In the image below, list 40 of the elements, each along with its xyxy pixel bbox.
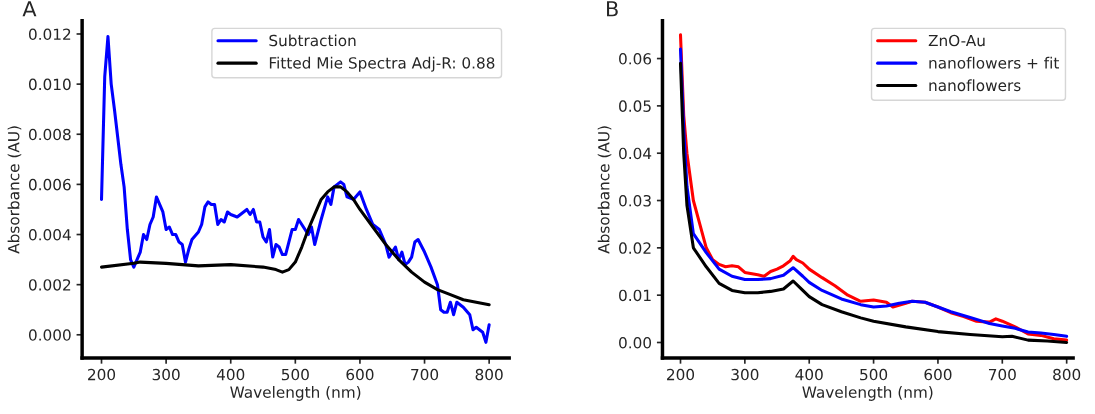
x-tick-label: 600: [924, 368, 952, 381]
x-tick-label: 600: [346, 368, 374, 381]
y-tick-label: 0.02: [619, 242, 651, 254]
y-tick-label: 0.012: [28, 28, 71, 41]
x-tick-label: 300: [152, 368, 180, 381]
x-tick-label: 700: [411, 368, 439, 381]
x-tick-label: 400: [795, 368, 823, 381]
text: A: [22, 1, 37, 17]
x-axis-title: Wavelength (nm): [802, 386, 933, 401]
legend-label: ZnO-Au: [928, 34, 985, 47]
y-tick-label: 0.000: [28, 329, 71, 341]
y-tick-label: 0.008: [28, 128, 71, 141]
line-series: [99, 185, 491, 307]
legend-label: Fitted Mie Spectra Adj-R: 0.88: [269, 56, 495, 72]
x-tick-label: 200: [88, 368, 116, 381]
x-axis-title: Wavelength (nm): [230, 386, 361, 401]
y-axis-title: Absorbance (AU): [597, 126, 612, 254]
x-tick-label: 500: [281, 368, 309, 381]
y-tick-label: 0.002: [28, 279, 71, 291]
x-tick-label: 800: [1053, 368, 1081, 381]
y-tick-label: 0.00: [619, 336, 652, 349]
x-tick-label: 800: [475, 368, 503, 381]
y-axis-title: Absorbance (AU): [7, 126, 22, 254]
legend-label: Subtraction: [269, 34, 356, 47]
y-tick-label: 0.05: [619, 100, 651, 112]
text: B: [607, 1, 618, 17]
y-tick-label: 0.06: [619, 53, 652, 65]
legend-label: nanoflowers + fit: [929, 56, 1059, 69]
y-tick-label: 0.03: [619, 194, 651, 207]
x-tick-label: 500: [860, 368, 888, 381]
x-tick-label: 700: [988, 368, 1016, 381]
legend-label: nanoflowers: [929, 79, 1021, 92]
y-tick-label: 0.010: [28, 78, 71, 91]
y-tick-label: 0.004: [28, 228, 71, 241]
x-tick-label: 400: [216, 368, 245, 381]
y-tick-label: 0.04: [619, 147, 652, 160]
x-tick-label: 200: [667, 368, 695, 381]
y-tick-label: 0.01: [619, 289, 651, 302]
x-tick-label: 300: [731, 368, 759, 381]
y-tick-label: 0.006: [28, 178, 71, 191]
